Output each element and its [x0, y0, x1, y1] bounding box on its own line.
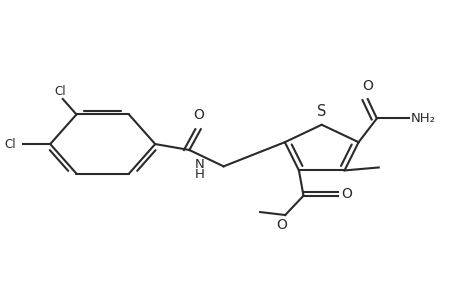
Text: H: H — [194, 168, 204, 181]
Text: NH₂: NH₂ — [410, 112, 435, 125]
Text: N: N — [194, 158, 204, 171]
Text: O: O — [275, 218, 286, 232]
Text: S: S — [316, 104, 326, 119]
Text: Cl: Cl — [55, 85, 66, 98]
Text: O: O — [341, 187, 352, 201]
Text: O: O — [362, 79, 372, 93]
Text: Cl: Cl — [5, 138, 16, 151]
Text: O: O — [193, 108, 203, 122]
